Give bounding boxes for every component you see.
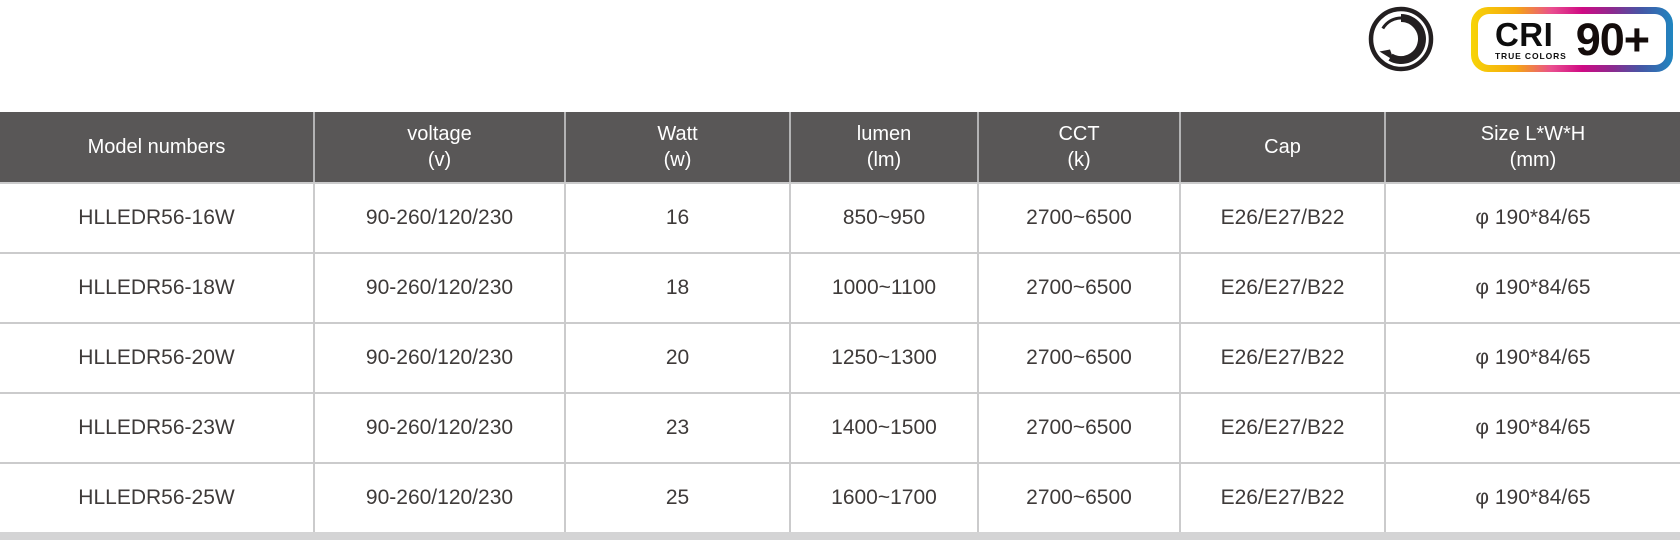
cell-size: φ 190*84/65 — [1384, 184, 1680, 252]
cell-cct: 2700~6500 — [977, 254, 1179, 322]
table-row: HLLEDR56-16W 90-260/120/230 16 850~950 2… — [0, 182, 1680, 252]
table-row: HLLEDR56-23W 90-260/120/230 23 1400~1500… — [0, 392, 1680, 462]
cell-model: HLLEDR56-25W — [0, 464, 313, 532]
cell-voltage: 90-260/120/230 — [313, 184, 564, 252]
table-bottom-bar — [0, 532, 1680, 540]
cell-watt: 18 — [564, 254, 789, 322]
cell-size: φ 190*84/65 — [1384, 324, 1680, 392]
cri-badge-inner: CRI TRUE COLORS 90+ — [1478, 13, 1666, 65]
cell-watt: 16 — [564, 184, 789, 252]
cell-cap: E26/E27/B22 — [1179, 324, 1384, 392]
cell-model: HLLEDR56-20W — [0, 324, 313, 392]
header-cell-model: Model numbers — [0, 112, 313, 182]
cri-label-block: CRI TRUE COLORS — [1495, 18, 1567, 61]
cell-cct: 2700~6500 — [977, 464, 1179, 532]
logo-area: CRI TRUE COLORS 90+ — [1367, 5, 1673, 73]
cell-cct: 2700~6500 — [977, 184, 1179, 252]
cell-size: φ 190*84/65 — [1384, 464, 1680, 532]
header-cell-cct: CCT (k) — [977, 112, 1179, 182]
brand-swirl-icon — [1367, 5, 1435, 73]
header-cell-size: Size L*W*H (mm) — [1384, 112, 1680, 182]
header-cell-cap: Cap — [1179, 112, 1384, 182]
cell-voltage: 90-260/120/230 — [313, 394, 564, 462]
cell-cap: E26/E27/B22 — [1179, 394, 1384, 462]
cri-label: CRI — [1494, 15, 1554, 53]
cell-lumen: 1000~1100 — [789, 254, 977, 322]
cell-size: φ 190*84/65 — [1384, 394, 1680, 462]
cell-lumen: 850~950 — [789, 184, 977, 252]
cell-cct: 2700~6500 — [977, 394, 1179, 462]
cell-cap: E26/E27/B22 — [1179, 254, 1384, 322]
cell-voltage: 90-260/120/230 — [313, 254, 564, 322]
cell-lumen: 1600~1700 — [789, 464, 977, 532]
header-cell-lumen: lumen (lm) — [789, 112, 977, 182]
cri-subtitle: TRUE COLORS — [1494, 50, 1567, 61]
cell-voltage: 90-260/120/230 — [313, 464, 564, 532]
cell-model: HLLEDR56-23W — [0, 394, 313, 462]
cell-size: φ 190*84/65 — [1384, 254, 1680, 322]
cri-90-badge: CRI TRUE COLORS 90+ — [1471, 6, 1673, 72]
header-cell-voltage: voltage (v) — [313, 112, 564, 182]
cell-watt: 23 — [564, 394, 789, 462]
table-header-row: Model numbers voltage (v) Watt (w) lumen… — [0, 112, 1680, 182]
cell-model: HLLEDR56-16W — [0, 184, 313, 252]
table-row: HLLEDR56-20W 90-260/120/230 20 1250~1300… — [0, 322, 1680, 392]
cri-value: 90+ — [1575, 13, 1650, 65]
cell-voltage: 90-260/120/230 — [313, 324, 564, 392]
cell-watt: 25 — [564, 464, 789, 532]
table-row: HLLEDR56-18W 90-260/120/230 18 1000~1100… — [0, 252, 1680, 322]
cell-cap: E26/E27/B22 — [1179, 464, 1384, 532]
cell-lumen: 1400~1500 — [789, 394, 977, 462]
cell-watt: 20 — [564, 324, 789, 392]
cell-model: HLLEDR56-18W — [0, 254, 313, 322]
header-cell-watt: Watt (w) — [564, 112, 789, 182]
cell-cap: E26/E27/B22 — [1179, 184, 1384, 252]
cell-lumen: 1250~1300 — [789, 324, 977, 392]
spec-table: Model numbers voltage (v) Watt (w) lumen… — [0, 112, 1680, 540]
table-row: HLLEDR56-25W 90-260/120/230 25 1600~1700… — [0, 462, 1680, 532]
cell-cct: 2700~6500 — [977, 324, 1179, 392]
